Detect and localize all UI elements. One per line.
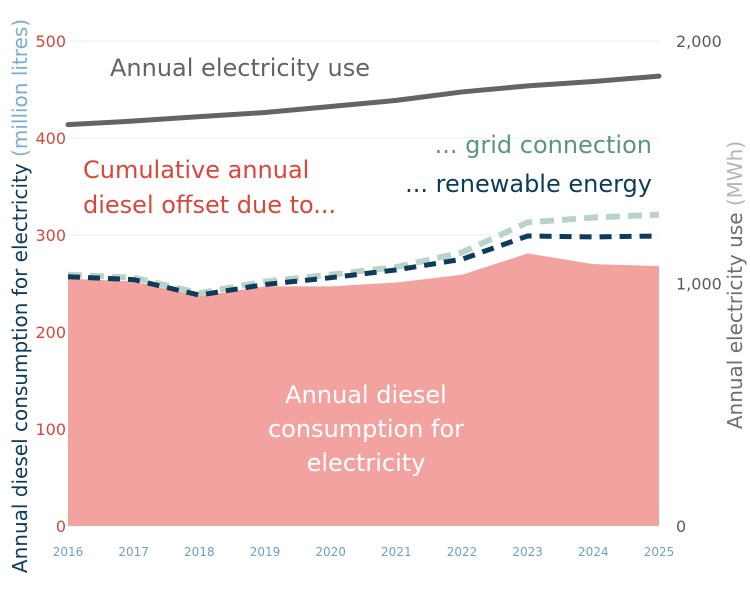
area-annotation-line2: consumption for: [268, 415, 464, 443]
left-axis-label-main: Annual diesel consumption for electricit…: [8, 163, 32, 573]
electricity-use-line: [65, 73, 662, 128]
offset-annotation-line1: Cumulative annual: [83, 156, 309, 184]
x-tick-label: 2019: [250, 545, 281, 559]
left-tick-label: 400: [35, 129, 66, 148]
right-tick-label: 1,000: [676, 275, 722, 294]
x-tick-label: 2017: [118, 545, 149, 559]
left-tick-label: 0: [56, 517, 66, 536]
renewable-energy-line: [67, 233, 660, 298]
x-tick-label: 2020: [315, 545, 346, 559]
x-tick-label: 2024: [578, 545, 609, 559]
right-axis-label-main: Annual electricity use: [723, 213, 747, 430]
offset-annotation-line2: diesel offset due to...: [83, 191, 336, 219]
left-tick-label: 200: [35, 323, 66, 342]
renewable-energy-annotation: ... renewable energy: [405, 170, 652, 198]
area-annotation-line3: electricity: [307, 449, 426, 477]
x-tick-label: 2018: [184, 545, 215, 559]
electricity-use-annotation: Annual electricity use: [110, 54, 370, 82]
right-tick-label: 2,000: [676, 32, 722, 51]
right-tick-label: 0: [676, 517, 686, 536]
right-axis-ticks: 0 1,000 2,000: [676, 32, 722, 536]
left-axis-label: Annual diesel consumption for electricit…: [8, 19, 32, 573]
x-tick-label: 2016: [53, 545, 84, 559]
left-tick-label: 500: [35, 32, 66, 51]
grid-connection-annotation: ... grid connection: [435, 131, 652, 159]
x-tick-label: 2023: [512, 545, 543, 559]
x-tick-label: 2022: [447, 545, 478, 559]
area-annotation-line1: Annual diesel: [285, 381, 447, 409]
x-axis-ticks: 2016 2017 2018 2019 2020 2021 2022 2023 2024 2025: [53, 545, 675, 559]
grid-connection-line: [67, 211, 660, 297]
x-tick-label: 2021: [381, 545, 412, 559]
x-tick-label: 2025: [644, 545, 675, 559]
right-axis-label: Annual electricity use (MWh): [723, 141, 747, 429]
left-axis-label-unit: (million litres): [8, 19, 32, 157]
left-tick-label: 100: [35, 420, 66, 439]
left-tick-label: 300: [35, 226, 66, 245]
diesel-consumption-area: [68, 253, 659, 526]
left-axis-ticks: 0 100 200 300 400 500: [35, 32, 66, 536]
right-axis-label-unit: (MWh): [723, 141, 747, 206]
